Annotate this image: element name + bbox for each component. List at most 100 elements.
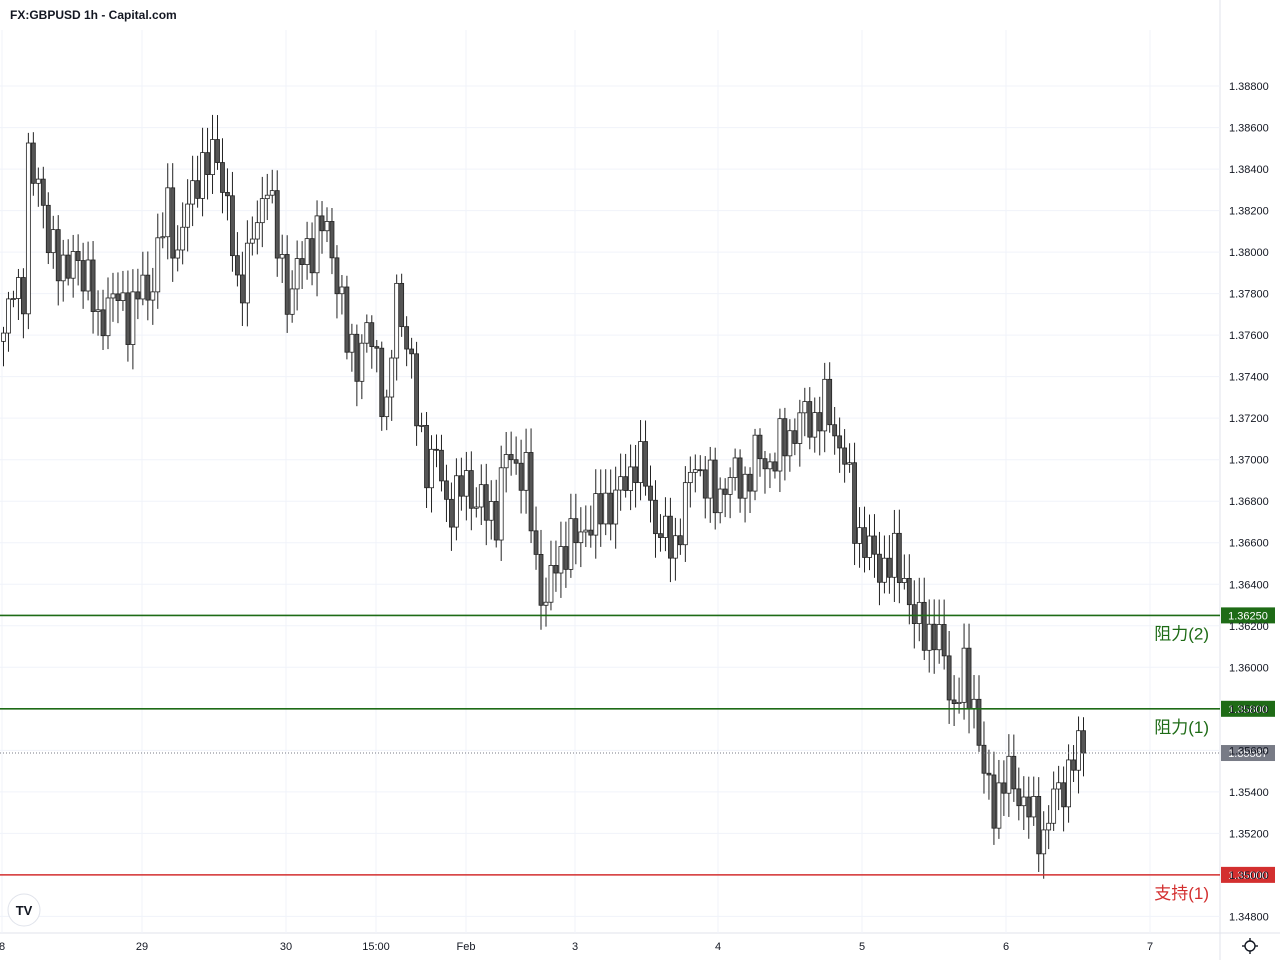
candle-body	[707, 459, 713, 499]
candle-body	[1041, 829, 1047, 855]
candle-body	[155, 237, 161, 293]
y-tick-label: 1.36200	[1229, 621, 1269, 633]
level-price-label: 1.35000	[1228, 870, 1268, 882]
x-tick-label: 7	[1147, 941, 1153, 953]
candle-body	[961, 647, 967, 703]
candle-body	[583, 529, 589, 533]
candle-body	[976, 698, 982, 746]
candle-body	[1001, 782, 1007, 794]
candle-body	[638, 441, 643, 484]
candle-body	[956, 701, 962, 705]
candle-body	[737, 457, 743, 499]
candle-body	[140, 274, 146, 300]
candle-body	[354, 333, 360, 382]
candle-body	[1016, 788, 1022, 807]
candle-body	[384, 396, 390, 418]
candle-body	[294, 258, 300, 290]
x-tick-label: 6	[1003, 941, 1009, 953]
level-price-label: 1.36250	[1228, 610, 1268, 622]
candle-body	[444, 480, 449, 500]
candle-body	[419, 424, 424, 427]
level-price-label: 1.35800	[1228, 704, 1268, 716]
candle-body	[981, 744, 987, 774]
x-tick-label: 30	[280, 941, 292, 953]
time-axis[interactable]: 8 29 30 15:00 Feb 3 4 5 6 7	[0, 941, 1153, 953]
candle-body	[931, 623, 937, 651]
candle-body	[30, 142, 36, 184]
y-tick-label: 1.38200	[1229, 206, 1269, 218]
x-tick-label: Feb	[457, 941, 476, 953]
candle-body	[633, 466, 638, 484]
candle-body	[682, 482, 688, 546]
y-tick-label: 1.36600	[1229, 538, 1269, 550]
candle-body	[344, 286, 350, 353]
candle-body	[891, 532, 897, 578]
candle-body	[235, 255, 240, 276]
candle-body	[906, 577, 912, 606]
y-tick-label: 1.35200	[1229, 828, 1269, 840]
candle-body	[802, 401, 808, 414]
candle-body	[951, 699, 957, 705]
candle-body	[289, 288, 295, 315]
candle-body	[782, 418, 788, 457]
settings-gear-icon[interactable]	[1242, 938, 1258, 954]
price-axis[interactable]: 1.34800 1.35000 1.35200 1.35400 1.35600 1.358…	[1229, 81, 1269, 923]
candle-body	[175, 249, 181, 259]
candle-body	[1011, 755, 1017, 790]
candle-body	[772, 461, 778, 472]
candle-body	[528, 452, 534, 532]
candle-body	[827, 378, 833, 426]
candle-body	[523, 452, 529, 491]
tradingview-logo[interactable]: TV	[7, 893, 41, 927]
candle-body	[394, 282, 400, 359]
candle-body	[55, 229, 61, 282]
candle-body	[822, 378, 828, 432]
candle-body	[35, 178, 41, 184]
candle-body	[304, 238, 310, 265]
candle-body	[488, 501, 494, 521]
candle-body	[1051, 788, 1057, 824]
candle-body	[787, 430, 793, 457]
candle-body	[936, 624, 942, 651]
x-tick-label: 8	[0, 941, 5, 953]
candle-body	[807, 401, 813, 438]
candle-body	[832, 424, 838, 437]
candle-body	[200, 152, 205, 199]
x-tick-label: 5	[859, 941, 865, 953]
candle-body	[916, 601, 922, 625]
candle-body	[692, 469, 698, 473]
candle-body	[254, 222, 260, 240]
candle-body	[85, 259, 91, 292]
candle-body	[553, 565, 559, 574]
current-price-label: 1.35587	[1228, 748, 1268, 760]
level-name-label: 阻力(2)	[1154, 624, 1209, 643]
y-tick-label: 1.34800	[1229, 911, 1269, 923]
y-tick-label: 1.36000	[1229, 662, 1269, 674]
candle-body	[473, 506, 479, 509]
candle-body	[842, 447, 848, 465]
candle-body	[483, 484, 489, 521]
candle-body	[264, 194, 270, 200]
y-tick-label: 1.37400	[1229, 372, 1269, 384]
candle-body	[374, 346, 380, 349]
candle-body	[1076, 730, 1081, 771]
candle-body	[130, 291, 136, 345]
candle-body	[50, 229, 56, 254]
x-tick-label: 3	[572, 941, 578, 953]
y-tick-label: 1.37800	[1229, 289, 1269, 301]
candle-body	[324, 221, 330, 232]
candle-body	[1021, 796, 1027, 807]
candle-body	[991, 774, 997, 829]
candle-body	[195, 180, 200, 199]
candle-body	[996, 782, 1002, 829]
candle-body	[672, 535, 678, 559]
candle-body	[812, 412, 818, 438]
candle-body	[125, 292, 131, 345]
candle-body	[852, 462, 857, 544]
candle-body	[677, 535, 683, 546]
candle-body	[1061, 782, 1067, 808]
candle-body	[573, 518, 579, 544]
candle-body	[160, 236, 166, 239]
candle-body	[757, 434, 763, 460]
